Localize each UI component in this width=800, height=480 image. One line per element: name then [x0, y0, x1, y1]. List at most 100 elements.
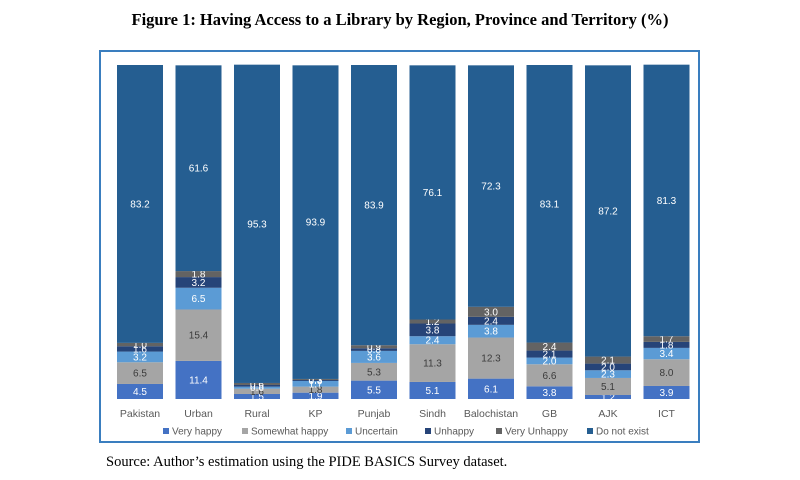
data-label: 1.2: [601, 392, 615, 403]
bar-segment: [643, 385, 690, 399]
bar-segment: [643, 341, 690, 348]
data-label: 83.9: [364, 201, 384, 212]
category-label: Pakistan: [120, 408, 160, 420]
bar-segment: [409, 319, 456, 324]
bar-segment: [117, 342, 163, 347]
bar-segment: [409, 323, 456, 337]
data-label: 0.5: [250, 381, 264, 392]
data-label: 1.6: [250, 387, 264, 398]
data-label: 1.5: [250, 392, 264, 403]
bar-segment: [351, 348, 397, 351]
bar-segment: [468, 324, 514, 338]
bar-segment: [292, 379, 339, 381]
data-label: 2.4: [484, 316, 498, 327]
bar-segment: [351, 65, 397, 346]
stacked-bar-chart: 4.56.53.21.61.083.2Pakistan11.415.46.53.…: [117, 64, 690, 438]
data-label: 2.4: [543, 342, 557, 353]
data-label: 1.8: [660, 340, 674, 351]
legend-label: Very happy: [172, 427, 222, 438]
data-label: 15.4: [189, 331, 209, 342]
data-label: 3.6: [367, 352, 381, 363]
bar-segment: [409, 336, 456, 345]
chart-frame: 4.5 6.5 3.2 1.6 1.0 83.2 Pakistan 11.4 15.4 6.5 3.…: [99, 50, 700, 443]
data-label: 1.7: [660, 335, 674, 346]
data-label: 6.5: [192, 294, 206, 305]
data-label: 6.1: [484, 384, 498, 395]
data-label: 1.9: [309, 391, 323, 402]
data-label: 3.9: [660, 388, 674, 399]
category-label: GB: [542, 408, 557, 420]
bar-segment: [292, 65, 339, 379]
data-label: 6.6: [543, 371, 557, 382]
data-label: 3.4: [660, 349, 674, 360]
figure-title: Figure 1: Having Access to a Library by …: [131, 10, 669, 29]
bar-segment: [468, 337, 514, 379]
legend-label: Unhappy: [434, 427, 474, 438]
legend-swatch: [242, 428, 248, 434]
category-label: Urban: [184, 408, 213, 420]
bar-segment: [526, 386, 573, 399]
bar-segment: [292, 380, 339, 387]
legend-label: Do not exist: [596, 427, 649, 438]
bar-segment: [526, 350, 573, 358]
data-label: 5.5: [367, 385, 381, 396]
bar-segment: [351, 362, 397, 381]
bar-segment: [409, 344, 456, 382]
data-label: 81.3: [657, 196, 677, 207]
bar-segment: [175, 271, 222, 278]
bar-segment: [526, 342, 573, 351]
data-label: 5.1: [601, 382, 615, 393]
data-label: 6.5: [133, 369, 147, 380]
data-label: 3.8: [426, 325, 440, 336]
bar-segment: [117, 65, 163, 343]
data-label: 8.0: [660, 368, 674, 379]
data-label: 3.2: [192, 278, 206, 289]
bar-segment: [234, 393, 280, 399]
data-label: 1.2: [426, 317, 440, 328]
bar-segment: [117, 351, 163, 363]
bar-segment: [234, 382, 280, 385]
bar-segment: [585, 377, 631, 395]
bar-segment: [234, 64, 280, 383]
data-label: 2.3: [601, 370, 615, 381]
bar-segment: [292, 378, 339, 380]
bar-segment: [643, 359, 690, 386]
data-label: 95.3: [247, 219, 267, 230]
data-label: 0.6: [250, 379, 264, 390]
data-label: 4.5: [133, 387, 147, 398]
data-label: 61.6: [189, 164, 209, 175]
legend-label: Uncertain: [355, 427, 398, 438]
category-label: KP: [308, 408, 322, 420]
legend-swatch: [163, 428, 169, 434]
data-label: 3.0: [484, 307, 498, 318]
data-label: 3.8: [543, 388, 557, 399]
bar-segment: [117, 383, 163, 399]
data-label: 0.3: [309, 375, 323, 386]
legend-label: Somewhat happy: [251, 427, 328, 438]
bar-segment: [526, 357, 573, 365]
data-label: 93.9: [306, 218, 326, 229]
data-label: 83.2: [130, 199, 150, 210]
bar-segment: [234, 388, 280, 394]
bar-segment: [351, 345, 397, 349]
bar-segment: [526, 65, 573, 343]
data-label: 2.1: [601, 356, 615, 367]
bar-segment: [585, 394, 631, 399]
data-label: 1.8: [309, 385, 323, 396]
bar-segment: [175, 65, 222, 272]
bar-segment: [585, 370, 631, 378]
bar-segment: [643, 347, 690, 360]
data-label: 5.1: [426, 386, 440, 397]
data-label: 0.8: [367, 345, 381, 356]
category-label: Balochistan: [464, 408, 518, 420]
legend-swatch: [587, 428, 593, 434]
bar-segment: [175, 360, 222, 399]
category-label: Punjab: [358, 408, 391, 420]
category-label: Sindh: [419, 408, 446, 420]
data-label: 3.8: [484, 327, 498, 338]
bar-segment: [117, 362, 163, 384]
bar-segment: [585, 363, 631, 371]
data-label: 1.8: [192, 270, 206, 281]
data-label: 1.7: [309, 379, 323, 390]
bar-segment: [643, 336, 690, 342]
